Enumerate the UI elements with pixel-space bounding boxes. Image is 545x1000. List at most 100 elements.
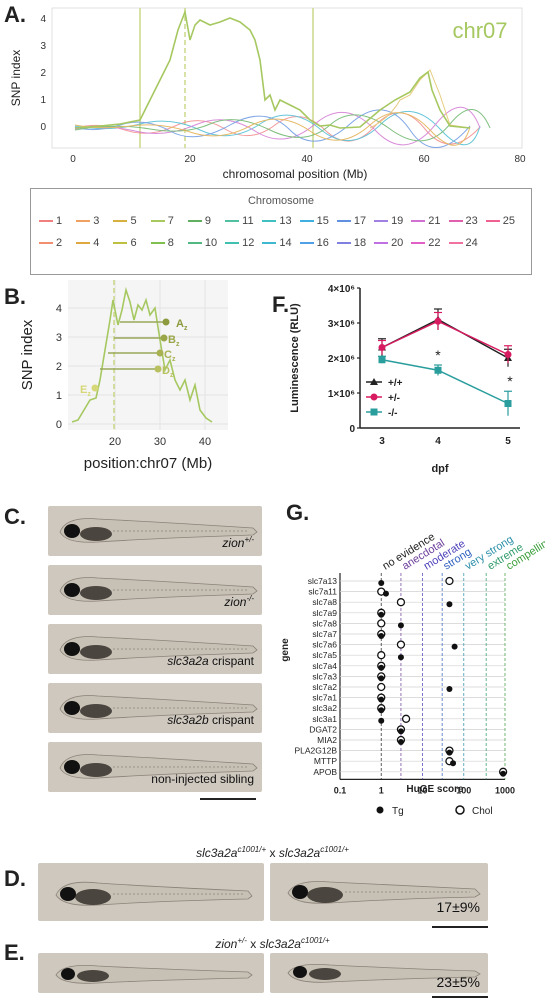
legend-swatch — [448, 242, 463, 244]
legend-chol: Chol — [472, 806, 493, 817]
chrom-label: chr07 — [452, 18, 507, 43]
panel-e-fish-left — [38, 953, 264, 993]
legend-label: 18 — [353, 237, 367, 249]
gene-label: slc7a8 — [312, 597, 337, 607]
legend-item: 4 — [76, 237, 113, 249]
y-tick: 0 — [349, 424, 355, 435]
legend-swatch — [299, 242, 314, 244]
panel-a-letter: A. — [4, 2, 26, 27]
panel-f-plot: 0 1×10⁶ 2×10⁶ 3×10⁶ 4×10⁶ 3 4 5 Luminescence (… — [289, 284, 520, 475]
y-tick: 4 — [56, 303, 62, 315]
legend-swatch — [150, 220, 165, 222]
fish-genotype-label: zion-/- — [224, 594, 254, 609]
chr07-trace — [74, 9, 471, 129]
legend-swatch — [113, 242, 128, 244]
gene-label: MIA2 — [317, 735, 337, 745]
y-tick: 4 — [40, 14, 46, 25]
legend-label: 21 — [428, 215, 441, 227]
y-tick: 1 — [56, 390, 62, 402]
tg-point — [397, 739, 404, 745]
fish-genotype-label: slc3a2a crispant — [167, 654, 254, 668]
y-tick: 3 — [56, 332, 62, 344]
x-tick: 10 — [417, 785, 427, 795]
chol-point — [396, 640, 406, 649]
panel-a-yaxis: 0 1 2 3 4 — [40, 14, 46, 133]
panel-b-yaxis: 0 1 2 3 4 — [56, 303, 62, 431]
legend-label: 14 — [279, 237, 292, 249]
data-point — [434, 317, 442, 325]
legend-item: 11 — [225, 215, 262, 227]
legend-swatch — [113, 220, 128, 222]
gene-label: MTTP — [314, 756, 337, 766]
tg-point — [378, 664, 385, 671]
legend-label: 12 — [242, 237, 255, 249]
tg-point — [446, 601, 453, 608]
fish-genotype-label: slc3a2b crispant — [167, 713, 254, 727]
legend-swatch — [262, 242, 277, 244]
legend-swatch — [225, 220, 240, 222]
legend-swatch — [262, 220, 277, 222]
marker-d-label: D — [162, 365, 170, 377]
chol-point — [445, 576, 454, 586]
fish-genotype-label: non-injected sibling — [151, 772, 254, 786]
panel-d-percentage: 17±9% — [436, 899, 481, 915]
y-tick: 2 — [40, 68, 46, 79]
larva-image — [59, 577, 258, 602]
x-tick: 1000 — [495, 785, 515, 795]
legend-item: 23 — [448, 215, 486, 227]
gene-label: slc7a8 — [312, 618, 337, 628]
panel-g-legend: Tg Chol — [376, 805, 493, 817]
series-line — [381, 320, 509, 356]
legend-swatch — [76, 220, 91, 222]
tg-point — [378, 675, 385, 682]
legend-label: 7 — [167, 215, 174, 227]
chol-point — [401, 714, 411, 723]
scale-bar — [432, 926, 488, 928]
gene-label: slc7a1 — [312, 693, 337, 703]
tg-point — [378, 611, 385, 618]
x-tick: 40 — [199, 436, 211, 448]
marker-b-label: B — [168, 334, 176, 346]
panel-e-fish-right: 23±5% — [270, 953, 488, 993]
x-tick: 100 — [456, 785, 471, 795]
legend-label: 22 — [428, 237, 441, 249]
tg-point — [450, 760, 457, 767]
significance-star: * — [435, 347, 441, 363]
panel-f-legend: +/+ +/- -/- — [366, 378, 403, 419]
panel-g-xaxis: 0.1 1 10 100 1000 — [334, 785, 515, 795]
panel-b-ylabel: SNP index — [19, 319, 36, 390]
legend-item: 6 — [113, 237, 150, 249]
legend-label: 15 — [316, 215, 329, 227]
legend-label: 1 — [56, 215, 63, 227]
panel-f-letter: F. — [272, 292, 290, 317]
gene-label: slc7a9 — [312, 608, 337, 618]
x-tick: 80 — [514, 154, 526, 165]
legend-item: 18 — [336, 237, 374, 249]
y-tick: 4×10⁶ — [328, 284, 355, 295]
legend-item: 16 — [299, 237, 337, 249]
y-tick: 1 — [40, 95, 46, 106]
gene-labels: slc7a13slc7a11slc7a8slc7a9slc7a8slc7a7sl… — [294, 576, 337, 777]
legend-swatch — [336, 242, 351, 244]
panel-f-xlabel: dpf — [431, 463, 448, 475]
x-tick: 40 — [301, 154, 313, 165]
legend-marker — [370, 378, 378, 385]
tg-point — [378, 696, 385, 703]
legend-swatch — [225, 242, 240, 244]
legend-item: 15 — [299, 215, 337, 227]
svg-text:Dz: Dz — [162, 365, 174, 379]
legend-marker — [370, 408, 378, 416]
legend-item: 12 — [225, 237, 262, 249]
y-tick: 2×10⁶ — [328, 354, 355, 365]
legend-swatch — [150, 242, 165, 244]
legend-title: Chromosome — [247, 195, 315, 207]
legend-label: -/- — [388, 408, 397, 419]
panel-b-xlabel: position:chr07 (Mb) — [84, 455, 212, 472]
gene-label: slc7a11 — [308, 587, 337, 597]
legend-swatch — [39, 242, 53, 244]
tg-point — [500, 770, 507, 777]
tg-point — [397, 622, 404, 629]
legend-item: 5 — [113, 215, 150, 227]
panel-d-fish-right: 17±9% — [270, 863, 488, 921]
